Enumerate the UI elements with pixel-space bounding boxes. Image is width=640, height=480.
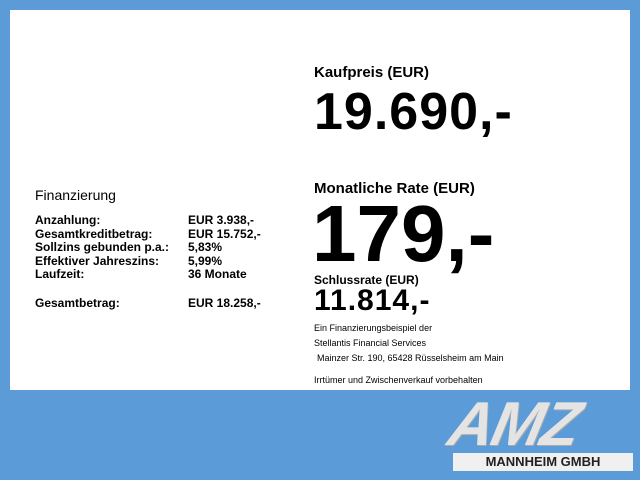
price-value: 19.690,- (314, 83, 513, 141)
disclaimer-line: Stellantis Financial Services (314, 338, 427, 348)
monthly-label: Monatliche Rate (EUR) (314, 180, 475, 197)
row-value: EUR 3.938,- (188, 213, 255, 227)
financing-row: Effektiver Jahreszins: 5,99% (35, 253, 261, 269)
disclaimer-line: Ein Finanzierungsbeispiel der (314, 323, 433, 333)
total-value: EUR 18.258,- (188, 296, 261, 310)
row-label: Sollzins gebunden p.a.: (35, 240, 170, 254)
logo-wordmark: AMZ (442, 390, 586, 459)
row-value: 36 Monate (188, 267, 247, 281)
final-value: 11.814,- (314, 284, 431, 317)
financing-row: Anzahlung: EUR 3.938,- (35, 213, 261, 228)
row-label: Effektiver Jahreszins: (35, 253, 160, 268)
row-label: Laufzeit: (35, 267, 85, 281)
row-value: 5,83% (188, 240, 223, 254)
financing-total: Gesamtbetrag: EUR 18.258,- (35, 296, 261, 310)
final-label: Schlussrate (EUR) (314, 273, 419, 287)
amz-logo: AMZ MANNHEIM GMBH (443, 390, 635, 475)
disclaimer-line: Mainzer Str. 190, 65428 Rüsselsheim am M… (317, 353, 504, 363)
row-value: 5,99% (188, 253, 223, 268)
disclaimer: Ein Finanzierungsbeispiel der Stellantis… (314, 321, 504, 388)
monthly-value: 179,- (312, 189, 495, 278)
row-value: EUR 15.752,- (188, 226, 261, 241)
financing-row: Sollzins gebunden p.a.: 5,83% (35, 240, 261, 255)
logo-subtitle: MANNHEIM GMBH (453, 453, 633, 471)
disclaimer-line: Irrtümer und Zwischenverkauf vorbehalten (314, 375, 483, 385)
financing-table: Anzahlung: EUR 3.938,- Gesamtkreditbetrag… (35, 213, 261, 282)
row-label: Anzahlung: (35, 213, 101, 227)
financing-row: Laufzeit: 36 Monate (35, 267, 261, 282)
price-label: Kaufpreis (EUR) (314, 64, 430, 81)
info-panel (10, 10, 630, 390)
financing-row: Gesamtkreditbetrag: EUR 15.752,- (35, 226, 261, 242)
row-label: Gesamtkreditbetrag: (35, 226, 153, 241)
total-label: Gesamtbetrag: (35, 296, 120, 310)
financing-title: Finanzierung (35, 187, 116, 203)
